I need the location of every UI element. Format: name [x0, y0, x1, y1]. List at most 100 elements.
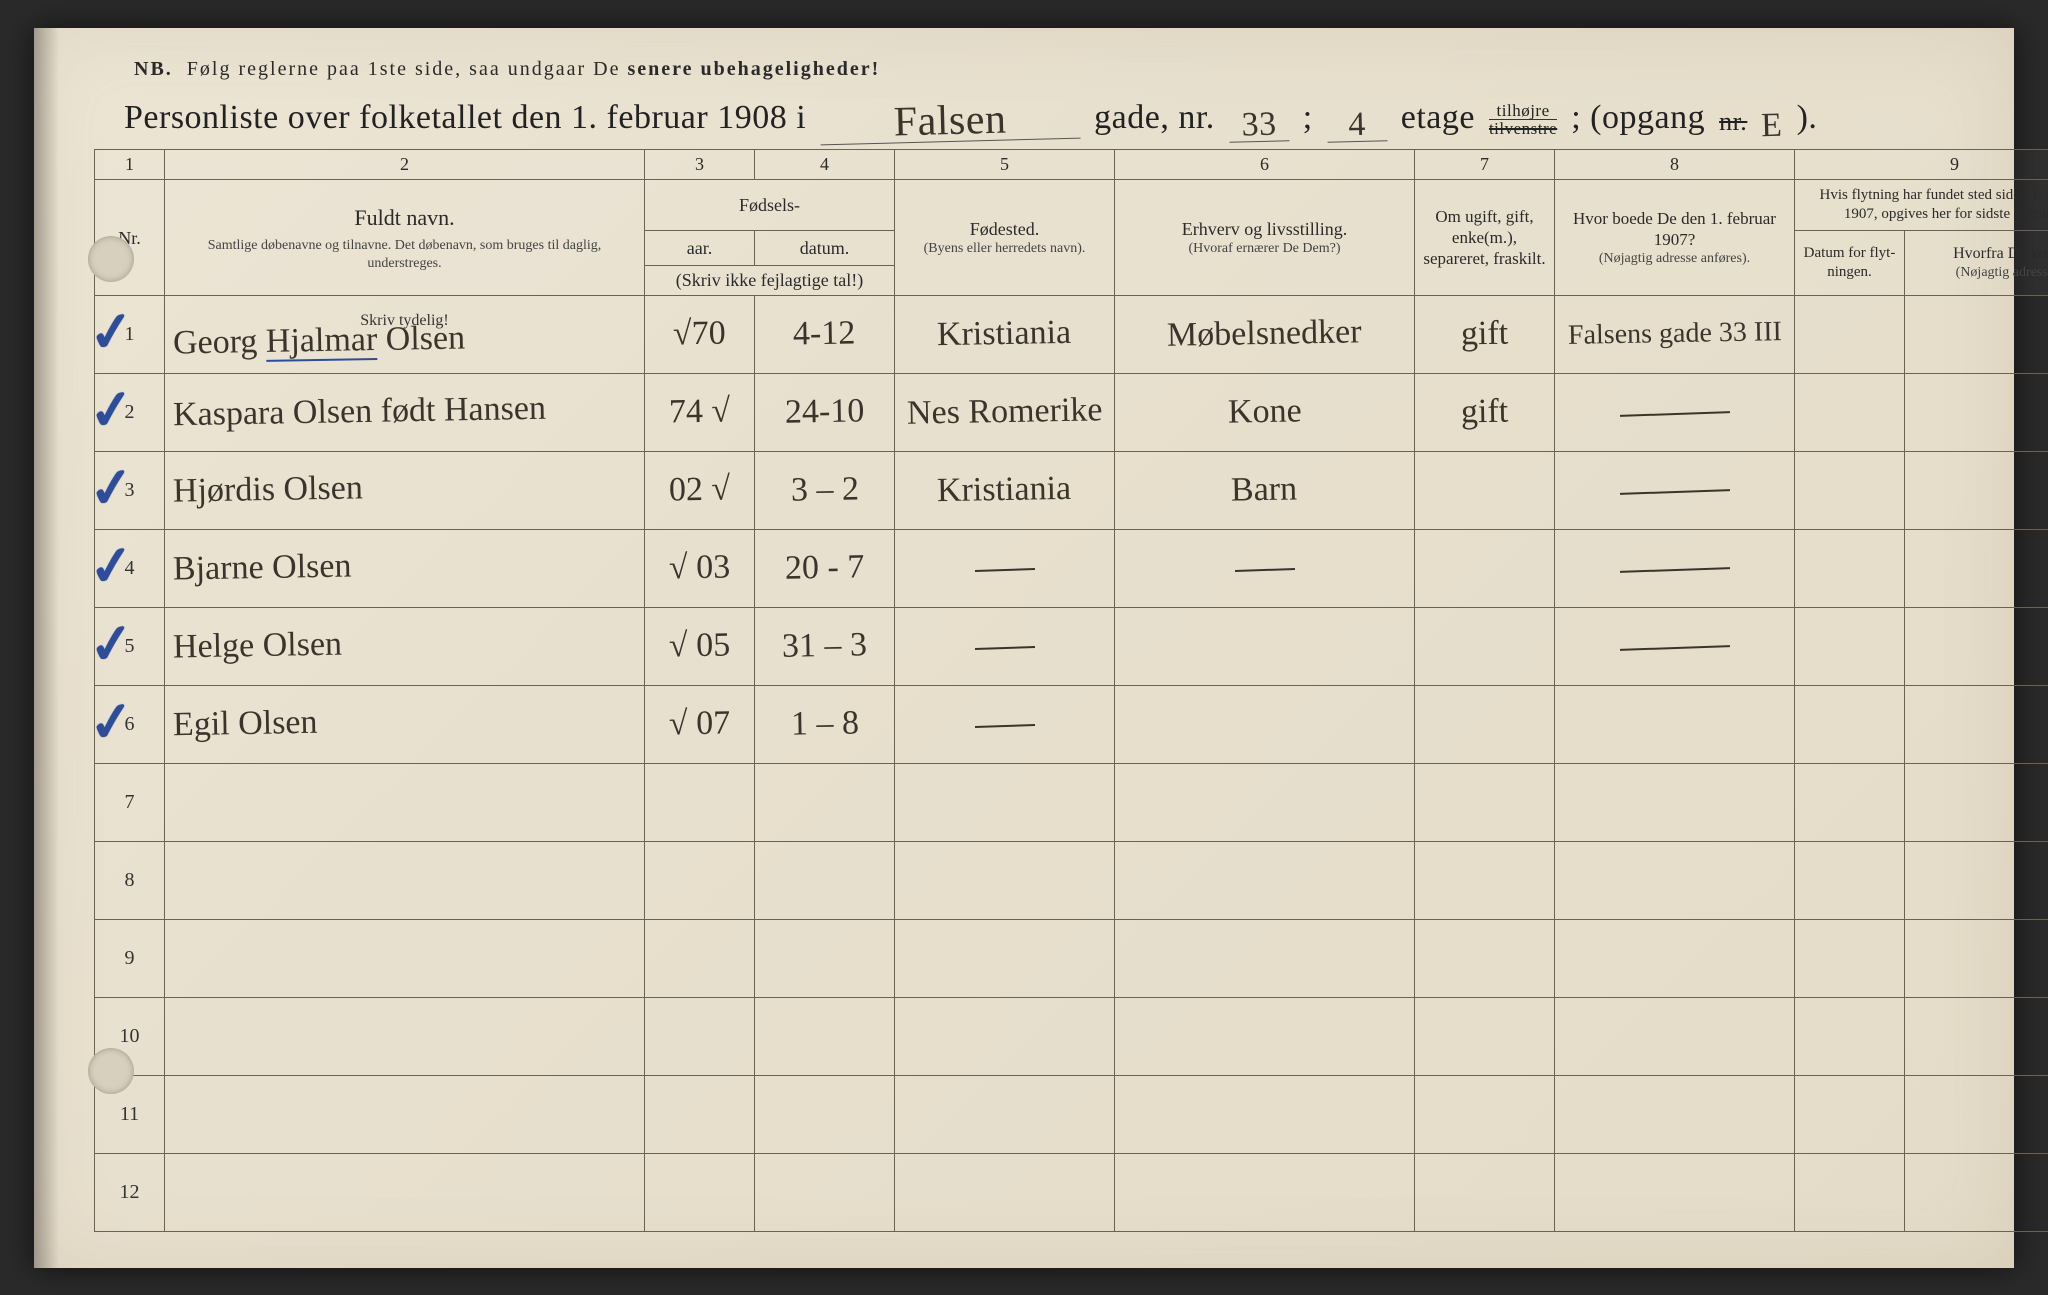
ditto-dash	[974, 646, 1034, 650]
cell-nr: 10	[95, 998, 165, 1076]
title-close: ).	[1797, 99, 1818, 137]
cell-date: 20 - 7	[755, 530, 895, 608]
table-header: 1 2 3 4 5 6 7 8 9 Nr. Fuldt navn. Samtli…	[95, 150, 2048, 296]
row-number: 9	[125, 947, 135, 969]
cell-civil	[1415, 452, 1555, 530]
ditto-dash	[1619, 489, 1729, 495]
cell-civil	[1415, 920, 1555, 998]
cell-flyt-hvorfra	[1905, 686, 2048, 764]
cell-addr1907	[1555, 842, 1795, 920]
cell-addr1907	[1555, 530, 1795, 608]
cell-place	[895, 842, 1115, 920]
cell-flyt-hvorfra	[1905, 998, 2048, 1076]
cell-occupation	[1115, 842, 1415, 920]
cell-place: Kristiania	[895, 296, 1115, 374]
cell-addr1907	[1555, 608, 1795, 686]
cell-addr1907: Falsens gade 33 III	[1555, 296, 1795, 374]
cell-nr: ✓4	[95, 530, 165, 608]
colnum-8: 8	[1555, 150, 1795, 180]
hdr-fodested: Fødested. (Byens eller herre­dets navn).	[895, 180, 1115, 296]
nb-text-a: Følg reglerne paa 1ste side, saa undgaar…	[187, 58, 628, 80]
colnum-2: 2	[165, 150, 645, 180]
tilvenstre: tilvenstre	[1489, 120, 1557, 137]
cell-flyt-hvorfra	[1905, 920, 2048, 998]
colnum-6: 6	[1115, 150, 1415, 180]
form-title: Personliste over folketallet den 1. febr…	[124, 99, 1954, 138]
handwritten-value: gift	[1461, 397, 1509, 428]
cell-date	[755, 842, 895, 920]
hdr-name-sub: Samtlige døbenavne og tilnavne. Det døbe…	[173, 237, 636, 272]
hdr-civil: Om ugift, gift, enke(m.), separeret, fra…	[1415, 180, 1555, 296]
cell-place	[895, 764, 1115, 842]
cell-civil: gift	[1415, 296, 1555, 374]
cell-place: Nes Romerike	[895, 374, 1115, 452]
row-number: 12	[120, 1181, 140, 1203]
cell-year	[645, 842, 755, 920]
cell-addr1907	[1555, 452, 1795, 530]
hdr-addr1907-sub: (Nøjagtig adresse anføres).	[1563, 250, 1786, 268]
check-mark-icon: ✓	[86, 298, 138, 365]
cell-date: 24-10	[755, 374, 895, 452]
handwritten-value: √70	[673, 319, 726, 351]
cell-nr: ✓2	[95, 374, 165, 452]
cell-flyt-hvorfra	[1905, 452, 2048, 530]
cell-occupation	[1115, 686, 1415, 764]
cell-place	[895, 1076, 1115, 1154]
table-row: ✓2Kaspara Olsen født Hansen74 √24-10Nes …	[95, 374, 2048, 452]
cell-date: 3 – 2	[755, 452, 895, 530]
handwritten-value: Kone	[1227, 397, 1301, 429]
cell-occupation: Barn	[1115, 452, 1415, 530]
census-form-page: NB. Følg reglerne paa 1ste side, saa und…	[34, 28, 2014, 1268]
ditto-dash	[1619, 567, 1729, 573]
cell-flyt-datum	[1795, 452, 1905, 530]
cell-date	[755, 1154, 895, 1232]
cell-name	[165, 764, 645, 842]
hdr-erhverv: Erhverv og livsstilling. (Hvoraf ernærer…	[1115, 180, 1415, 296]
title-semi: ;	[1303, 99, 1313, 137]
cell-year	[645, 764, 755, 842]
handwritten-value: 4-12	[793, 319, 856, 351]
cell-flyt-datum	[1795, 1154, 1905, 1232]
hdr-erhverv-sub: (Hvoraf ernærer De Dem?)	[1123, 240, 1406, 258]
cell-occupation	[1115, 1076, 1415, 1154]
cell-year	[645, 998, 755, 1076]
cell-occupation	[1115, 1154, 1415, 1232]
cell-name: Hjørdis Olsen	[165, 452, 645, 530]
check-mark-icon: ✓	[86, 454, 138, 521]
cell-occupation	[1115, 998, 1415, 1076]
cell-year	[645, 1076, 755, 1154]
handwritten-value: 1 – 8	[790, 709, 859, 741]
cell-nr: 11	[95, 1076, 165, 1154]
table-row: ✓5Helge Olsen√ 0531 – 3	[95, 608, 2048, 686]
hdr-name: Fuldt navn. Samtlige døbenavne og tilnav…	[165, 180, 645, 296]
table-row: 12	[95, 1154, 2048, 1232]
ditto-dash	[1619, 411, 1729, 417]
colnum-3: 3	[645, 150, 755, 180]
handwritten-value: √ 05	[669, 631, 731, 663]
table-row: ✓1Skriv tydelig!Georg Hjalmar Olsen√704-…	[95, 296, 2048, 374]
cell-flyt-hvorfra	[1905, 530, 2048, 608]
table-row: 9	[95, 920, 2048, 998]
cell-year: 02 √	[645, 452, 755, 530]
cell-addr1907	[1555, 686, 1795, 764]
handwritten-value: √ 07	[669, 709, 731, 741]
cell-addr1907	[1555, 764, 1795, 842]
cell-nr: 8	[95, 842, 165, 920]
cell-flyt-datum	[1795, 296, 1905, 374]
cell-place	[895, 608, 1115, 686]
colnum-1: 1	[95, 150, 165, 180]
row-number: 10	[120, 1025, 140, 1047]
cell-addr1907	[1555, 1154, 1795, 1232]
cell-occupation	[1115, 608, 1415, 686]
cell-nr: 7	[95, 764, 165, 842]
nb-text-b: senere ubehageligheder!	[627, 58, 880, 80]
hdr-aar-note: (Skriv ikke fejlagtige tal!)	[645, 266, 895, 296]
hdr-addr1907-t: Hvor boede De den 1. februar 1907?	[1563, 208, 1786, 251]
cell-name	[165, 842, 645, 920]
cell-place	[895, 998, 1115, 1076]
handwritten-value: Nes Romerike	[907, 396, 1103, 430]
handwritten-value: Hjørdis Olsen	[173, 474, 363, 508]
etage-handwritten: 4	[1326, 109, 1387, 142]
hdr-erhverv-t: Erhverv og livsstilling.	[1123, 218, 1406, 241]
cell-date: 31 – 3	[755, 608, 895, 686]
